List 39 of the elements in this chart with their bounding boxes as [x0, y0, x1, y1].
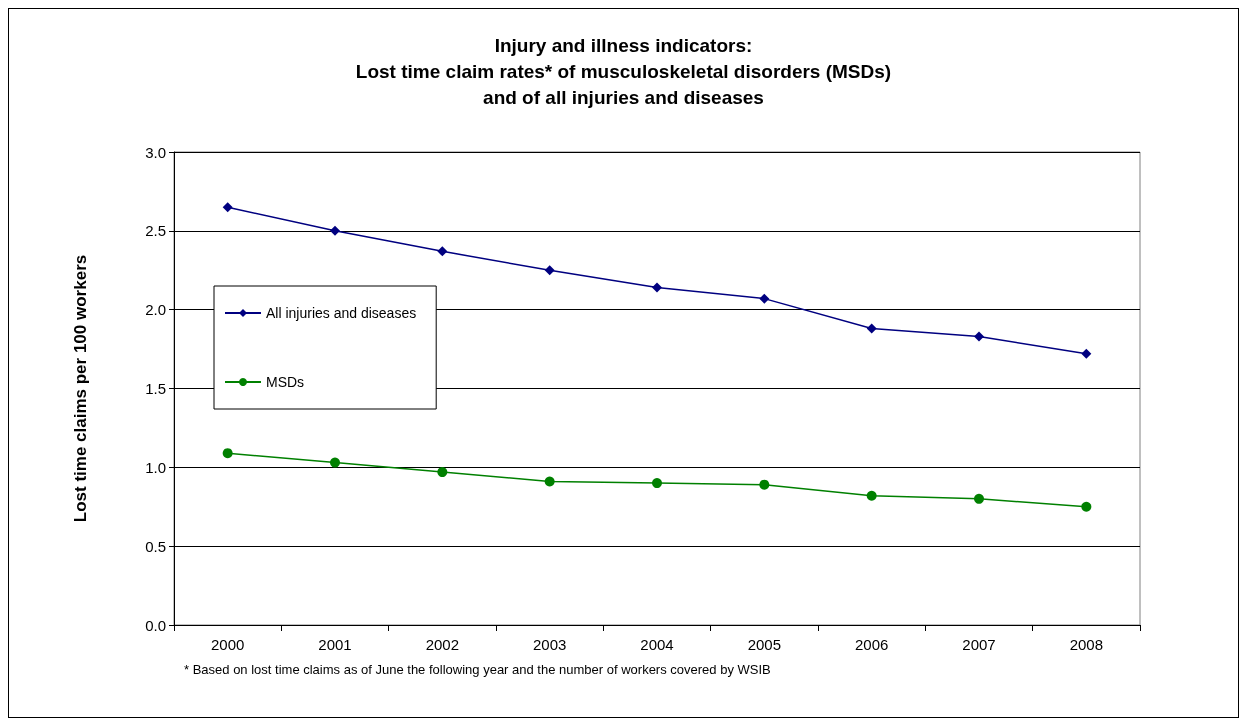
- point: [222, 202, 233, 213]
- point: [544, 265, 555, 276]
- y-tick-label: 2.5: [145, 222, 166, 240]
- y-tick-label: 0.5: [145, 537, 166, 555]
- y-tick-label: 2.0: [145, 301, 166, 319]
- x-tick-label: 2006: [854, 636, 889, 653]
- y-tick-label: 3.0: [145, 143, 166, 161]
- point: [222, 448, 233, 459]
- text: * Based on lost time claims as of June the following year and the number of workers covered by WSIB: [184, 662, 771, 677]
- point: [544, 476, 555, 487]
- x-tick-label: 2003: [532, 636, 567, 653]
- point: [866, 323, 877, 334]
- x-tick-label: 2007: [962, 636, 996, 653]
- x-tick-label: 2004: [640, 636, 674, 653]
- point: [437, 467, 448, 478]
- legend-label: All injuries and diseases: [266, 305, 417, 321]
- point: [759, 293, 770, 304]
- y-tick-label: 1.5: [145, 380, 166, 397]
- point: [974, 331, 984, 342]
- x-tick-label: 2005: [747, 636, 782, 653]
- point: [652, 478, 662, 489]
- y-tick-label: 1.0: [145, 458, 166, 476]
- point: [759, 479, 770, 490]
- point: [652, 282, 662, 293]
- y-axis-title: Lost time claims per 100 workers: [71, 254, 90, 523]
- legend-label: MSDs: [266, 374, 305, 390]
- point: [974, 493, 984, 504]
- chart-title: Injury and illness indicators: Lost time claim rates* of musculoskeletal disorders (MSDs) and of all injuries and diseases: [355, 34, 892, 108]
- point: [1081, 348, 1092, 359]
- x-tick-label: 2008: [1069, 636, 1104, 653]
- point: [437, 246, 448, 257]
- x-tick-label: 2000: [210, 636, 245, 653]
- y-tick-label: 0.0: [145, 616, 166, 634]
- point: [866, 490, 877, 501]
- point: [1081, 501, 1092, 512]
- x-tick-label: 2001: [318, 636, 352, 653]
- point: [330, 225, 340, 236]
- x-tick-label: 2002: [425, 636, 460, 653]
- point: [330, 457, 340, 468]
